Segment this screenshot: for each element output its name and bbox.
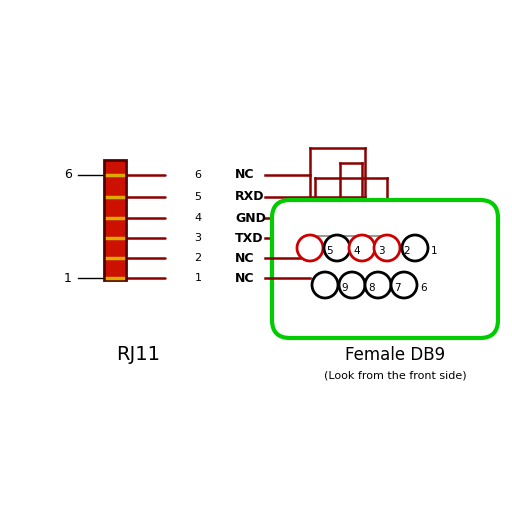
Text: 2: 2: [403, 246, 410, 256]
Circle shape: [365, 272, 391, 298]
Text: 6: 6: [64, 168, 72, 181]
Text: 1: 1: [431, 246, 438, 256]
Circle shape: [312, 272, 338, 298]
Text: 6: 6: [420, 283, 426, 293]
Text: 6: 6: [195, 170, 202, 180]
Text: Female DB9: Female DB9: [345, 346, 445, 364]
Text: 4: 4: [353, 246, 359, 256]
Text: NC: NC: [235, 168, 254, 181]
Text: (Look from the front side): (Look from the front side): [324, 370, 466, 380]
Text: 3: 3: [378, 246, 385, 256]
Text: TXD: TXD: [235, 231, 264, 245]
Circle shape: [391, 272, 417, 298]
Text: 4: 4: [195, 213, 202, 223]
Text: 2: 2: [195, 253, 202, 263]
Text: NC: NC: [235, 251, 254, 265]
Text: GND: GND: [235, 211, 266, 224]
Text: 5: 5: [195, 192, 202, 202]
Circle shape: [297, 235, 323, 261]
Circle shape: [402, 235, 428, 261]
Text: NC: NC: [235, 271, 254, 285]
Text: RXD: RXD: [235, 190, 265, 203]
Text: 7: 7: [394, 283, 400, 293]
Circle shape: [339, 272, 365, 298]
Text: 1: 1: [64, 271, 72, 285]
Circle shape: [324, 235, 350, 261]
Bar: [104, 160, 126, 280]
Text: 5: 5: [326, 246, 333, 256]
FancyBboxPatch shape: [272, 200, 498, 338]
Text: RJ11: RJ11: [116, 346, 160, 365]
Circle shape: [374, 235, 400, 261]
Text: 8: 8: [368, 283, 375, 293]
Text: 9: 9: [341, 283, 348, 293]
Text: 1: 1: [195, 273, 202, 283]
Text: 3: 3: [195, 233, 202, 243]
Circle shape: [349, 235, 375, 261]
